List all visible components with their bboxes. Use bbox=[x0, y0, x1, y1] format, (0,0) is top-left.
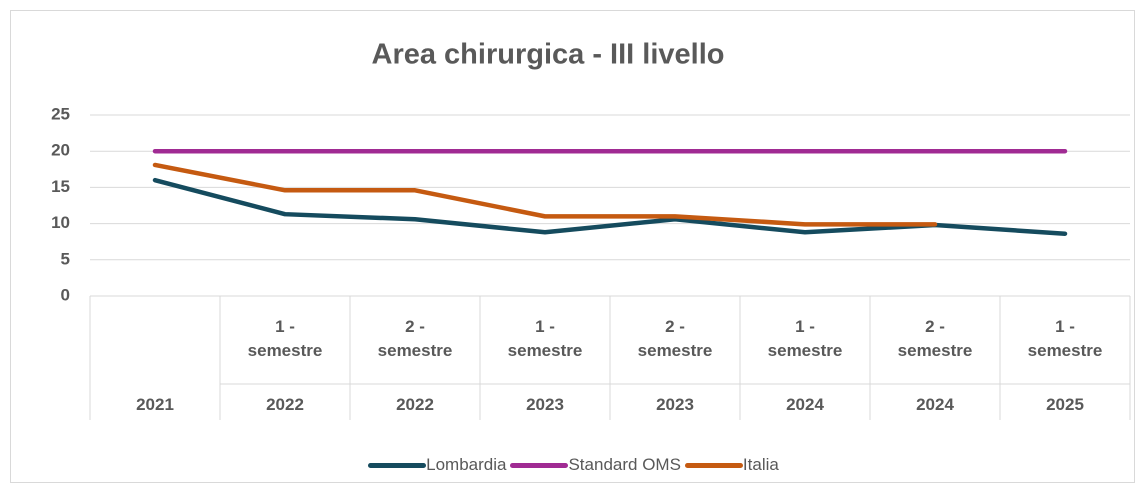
x-subtick-label: 2 - semestre bbox=[377, 317, 453, 360]
x-subtick-label: 1 - semestre bbox=[1027, 317, 1103, 360]
x-tick-label: 2024 bbox=[916, 395, 954, 414]
legend-swatch bbox=[684, 462, 743, 468]
x-tick-label: 2022 bbox=[396, 395, 434, 414]
y-tick-label: 25 bbox=[51, 104, 70, 123]
y-tick-label: 0 bbox=[61, 285, 70, 304]
legend-entry: Italia bbox=[684, 455, 779, 475]
x-tick-label: 2023 bbox=[526, 395, 564, 414]
chart-frame bbox=[10, 10, 1135, 483]
x-tick-label: 2024 bbox=[786, 395, 824, 414]
x-subtick-label: 1 - semestre bbox=[767, 317, 843, 360]
x-tick-label: 2025 bbox=[1046, 395, 1084, 414]
legend-entry: Lombardia bbox=[368, 455, 506, 475]
y-tick-label: 15 bbox=[51, 177, 70, 196]
legend: Lombardia Standard OMS Italia bbox=[0, 455, 1147, 475]
legend-swatch bbox=[368, 462, 427, 468]
legend-label: Standard OMS bbox=[568, 455, 681, 474]
y-tick-label: 20 bbox=[51, 141, 70, 160]
x-subtick-label: 1 - semestre bbox=[507, 317, 583, 360]
legend-label: Italia bbox=[742, 455, 779, 474]
chart-title: Area chirurgica - III livello bbox=[372, 39, 725, 71]
legend-swatch bbox=[510, 462, 569, 468]
x-subtick-label: 2 - semestre bbox=[637, 317, 713, 360]
x-tick-label: 2022 bbox=[266, 395, 304, 414]
x-subtick-label: 1 - semestre bbox=[247, 317, 323, 360]
x-tick-label: 2021 bbox=[136, 395, 174, 414]
legend-label: Lombardia bbox=[426, 455, 507, 474]
series-line bbox=[152, 162, 938, 227]
x-subtick-label: 2 - semestre bbox=[897, 317, 973, 360]
legend-entry: Standard OMS bbox=[510, 455, 681, 475]
y-tick-label: 10 bbox=[51, 213, 70, 232]
y-tick-label: 5 bbox=[61, 249, 70, 268]
x-tick-label: 2023 bbox=[656, 395, 694, 414]
